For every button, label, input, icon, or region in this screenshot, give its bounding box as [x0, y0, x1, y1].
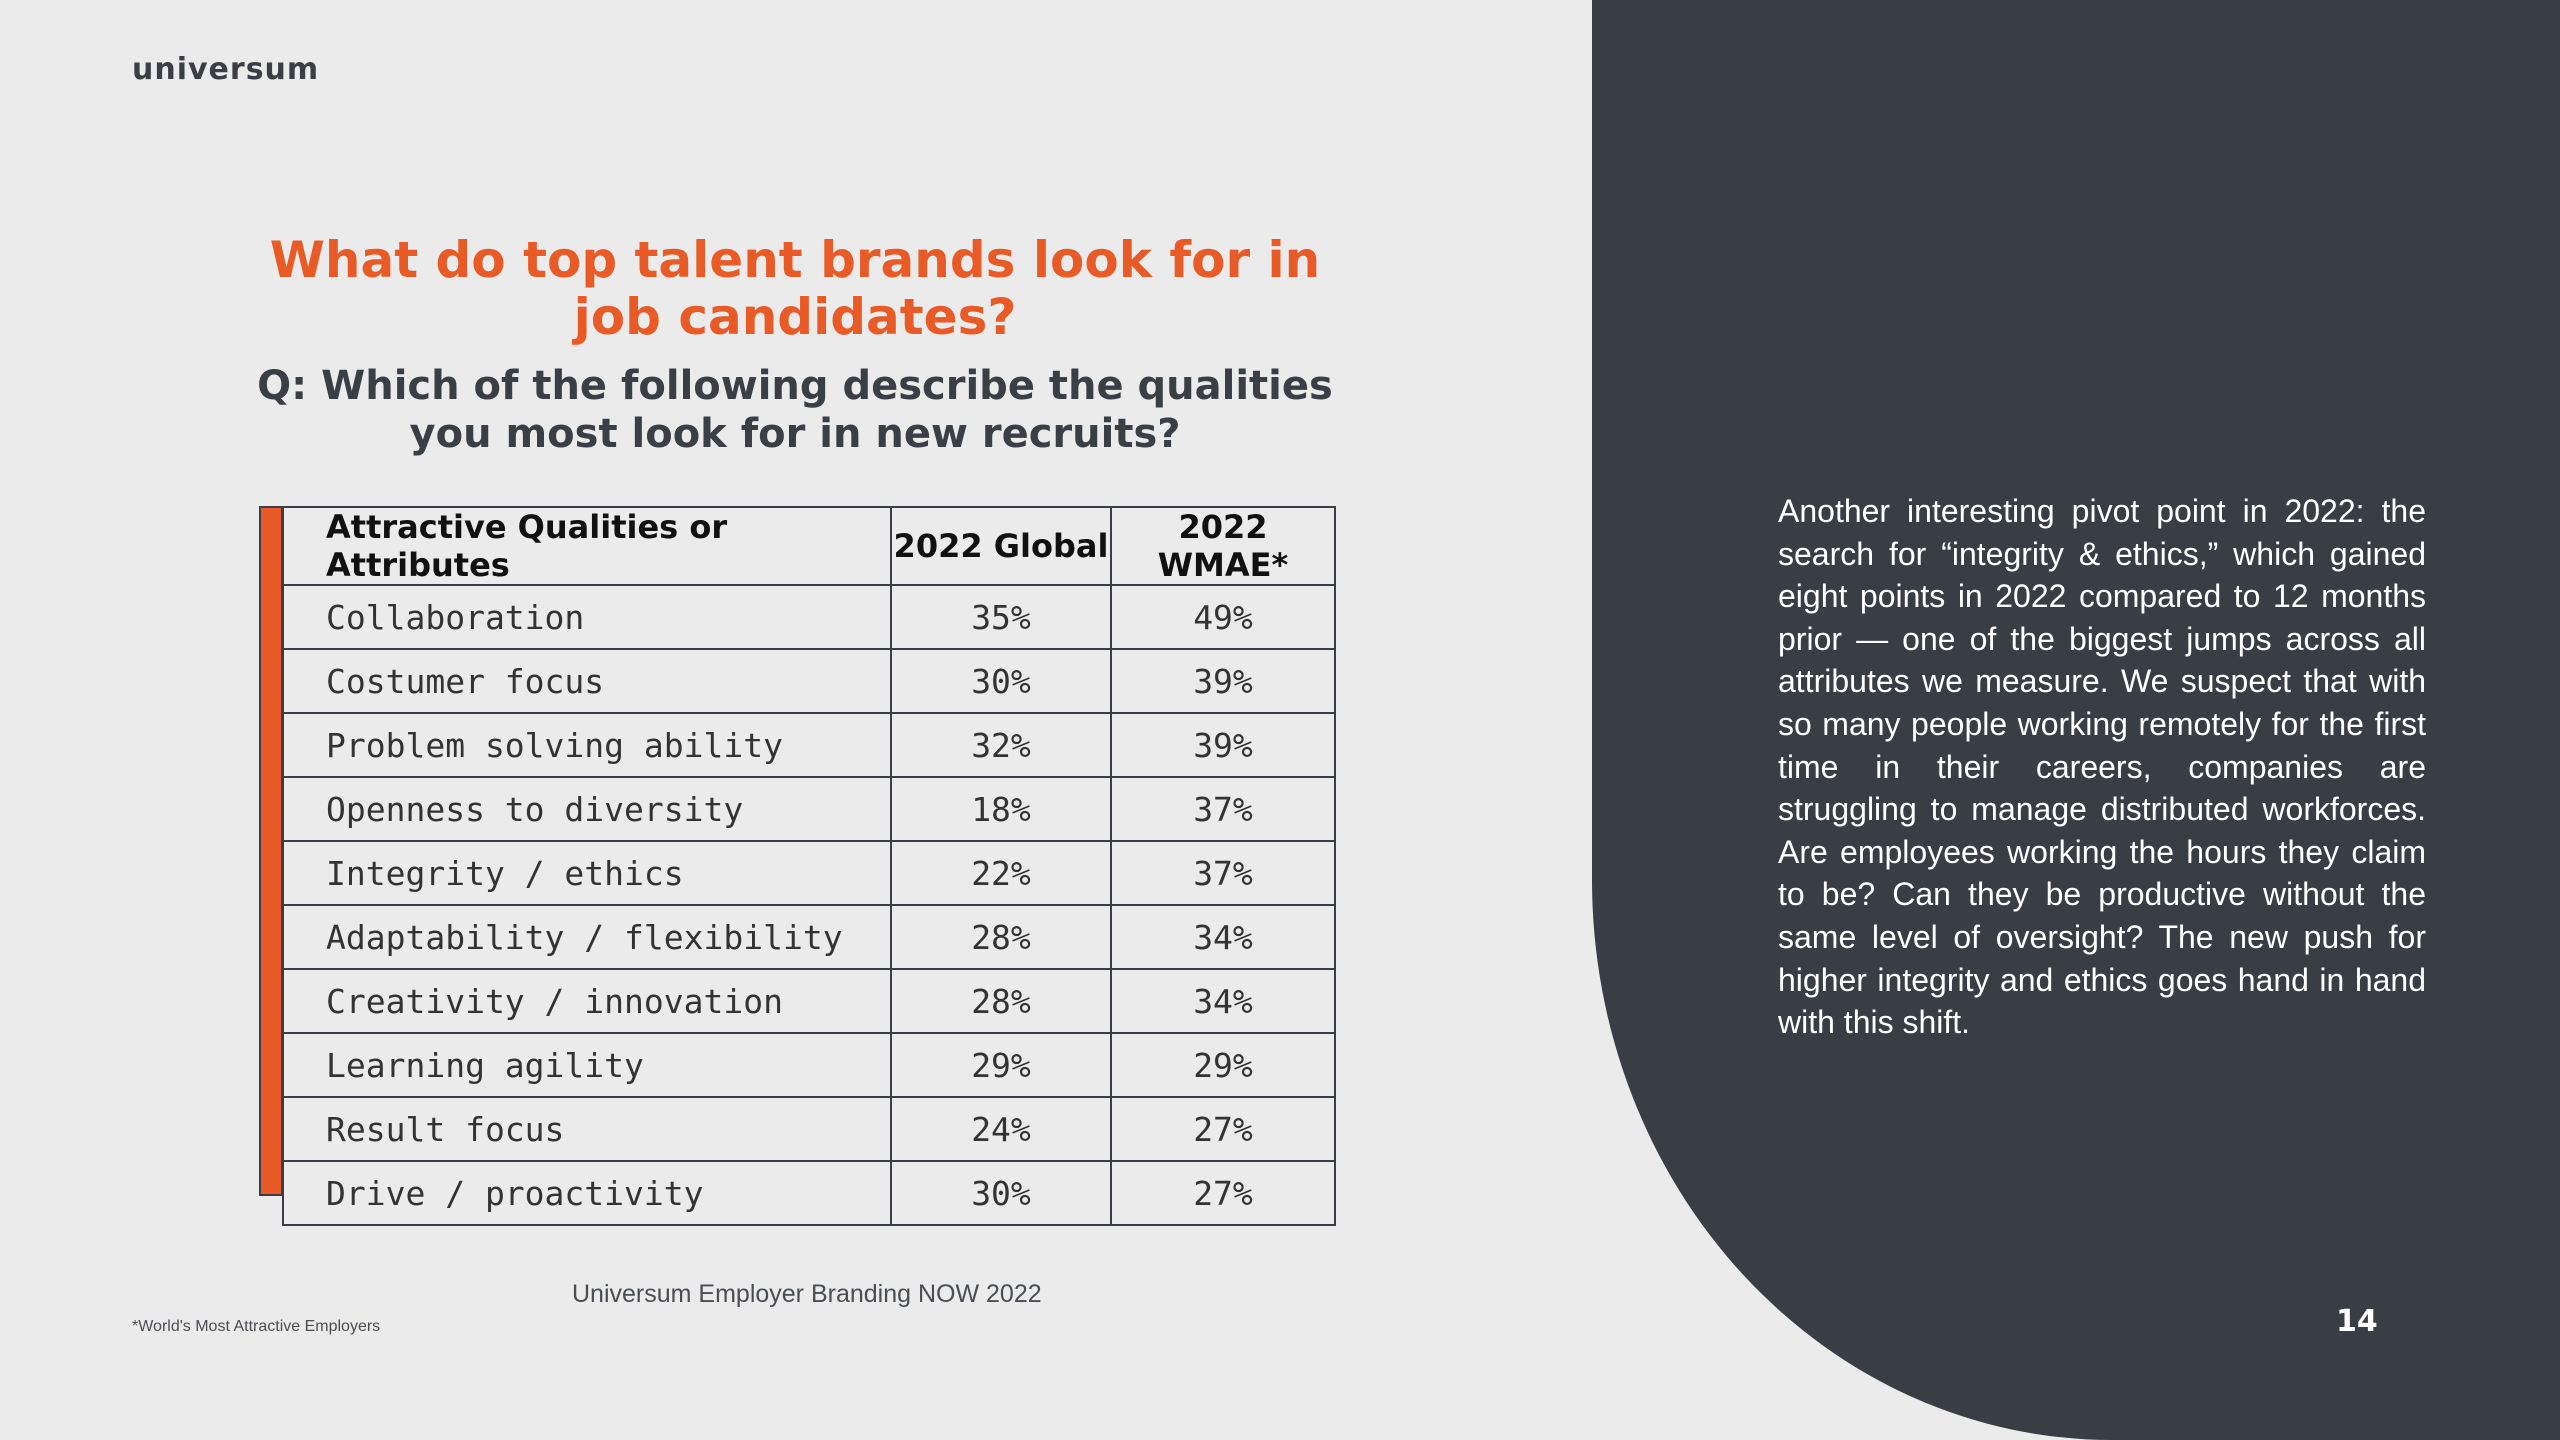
table-row: Drive / proactivity 30% 27%: [282, 1160, 1336, 1226]
table-header-row: Attractive Qualities or Attributes 2022 …: [282, 506, 1336, 586]
header-2022-global: 2022 Global: [890, 506, 1112, 586]
attribute-name: Collaboration: [282, 584, 892, 650]
attribute-name: Costumer focus: [282, 648, 892, 714]
source-caption: Universum Employer Branding NOW 2022: [572, 1280, 1042, 1308]
attribute-name: Integrity / ethics: [282, 840, 892, 906]
wmae-value: 37%: [1110, 776, 1336, 842]
global-value: 18%: [890, 776, 1112, 842]
global-value: 30%: [890, 1160, 1112, 1226]
attributes-table: Attractive Qualities or Attributes 2022 …: [282, 506, 1336, 1226]
global-value: 29%: [890, 1032, 1112, 1098]
global-value: 30%: [890, 648, 1112, 714]
global-value: 32%: [890, 712, 1112, 778]
attribute-name: Drive / proactivity: [282, 1160, 892, 1226]
attribute-name: Adaptability / flexibility: [282, 904, 892, 970]
header-attributes: Attractive Qualities or Attributes: [282, 506, 892, 586]
attribute-name: Result focus: [282, 1096, 892, 1162]
table-row: Costumer focus 30% 39%: [282, 648, 1336, 714]
global-value: 24%: [890, 1096, 1112, 1162]
attribute-name: Learning agility: [282, 1032, 892, 1098]
global-value: 22%: [890, 840, 1112, 906]
footnote: *World's Most Attractive Employers: [132, 1318, 381, 1335]
wmae-value: 27%: [1110, 1160, 1336, 1226]
global-value: 28%: [890, 904, 1112, 970]
wmae-value: 34%: [1110, 968, 1336, 1034]
wmae-value: 29%: [1110, 1032, 1336, 1098]
wmae-value: 37%: [1110, 840, 1336, 906]
right-panel: [1592, 0, 2560, 1440]
page-number: 14: [2336, 1304, 2378, 1339]
page-title: What do top talent brands look for in jo…: [269, 231, 1321, 346]
table-row: Learning agility 29% 29%: [282, 1032, 1336, 1098]
global-value: 35%: [890, 584, 1112, 650]
survey-question: Q: Which of the following describe the q…: [257, 363, 1333, 457]
attribute-name: Creativity / innovation: [282, 968, 892, 1034]
table-row: Adaptability / flexibility 28% 34%: [282, 904, 1336, 970]
header-2022-wmae: 2022 WMAE*: [1110, 506, 1336, 586]
table-row: Creativity / innovation 28% 34%: [282, 968, 1336, 1034]
table-row: Result focus 24% 27%: [282, 1096, 1336, 1162]
wmae-value: 49%: [1110, 584, 1336, 650]
wmae-value: 39%: [1110, 648, 1336, 714]
table-row: Collaboration 35% 49%: [282, 584, 1336, 650]
table-accent-bar: [259, 506, 283, 1196]
global-value: 28%: [890, 968, 1112, 1034]
wmae-value: 27%: [1110, 1096, 1336, 1162]
table-row: Integrity / ethics 22% 37%: [282, 840, 1336, 906]
body-paragraph: Another interesting pivot point in 2022:…: [1778, 493, 2426, 1041]
attribute-name: Problem solving ability: [282, 712, 892, 778]
attribute-name: Openness to diversity: [282, 776, 892, 842]
universum-logo: universum: [132, 52, 320, 87]
wmae-value: 39%: [1110, 712, 1336, 778]
table-row: Openness to diversity 18% 37%: [282, 776, 1336, 842]
wmae-value: 34%: [1110, 904, 1336, 970]
table-row: Problem solving ability 32% 39%: [282, 712, 1336, 778]
